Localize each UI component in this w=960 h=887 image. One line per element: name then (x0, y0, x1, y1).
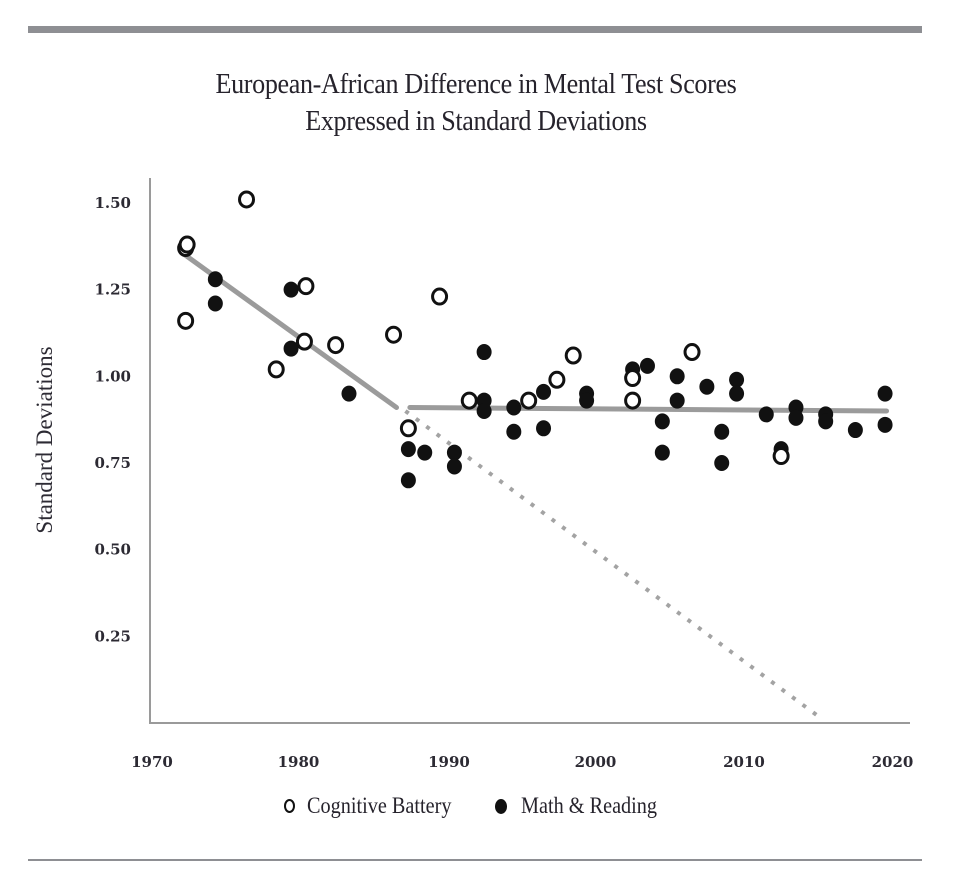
chart-title-line-1: European-African Difference in Mental Te… (215, 68, 737, 100)
math-reading-point (283, 281, 299, 298)
cognitive-battery-point (267, 360, 285, 379)
cognitive-battery-point (624, 391, 642, 410)
math-reading-point (506, 399, 522, 416)
open-circle-icon (284, 799, 296, 813)
cognitive-battery-point (460, 391, 478, 410)
math-reading-point (654, 444, 670, 461)
math-reading-point (758, 406, 774, 423)
y-axis-title: Standard Deviations (32, 346, 57, 533)
cognitive-battery-point (548, 370, 566, 389)
math-reading-point (654, 413, 670, 430)
cognitive-battery-point (772, 447, 790, 466)
chart-subtitle: Expressed in Standard Deviations (305, 105, 647, 137)
cognitive-battery-point (624, 369, 642, 388)
x-tick-label: 1990 (428, 753, 470, 771)
math-reading-point (579, 392, 595, 409)
legend-label: Cognitive Battery (307, 793, 452, 818)
trend-lines (180, 250, 890, 722)
cognitive-battery-point (431, 287, 449, 306)
math-reading-point (207, 295, 223, 312)
cognitive-battery-point (385, 325, 403, 344)
math-reading-point (818, 413, 834, 430)
math-reading-point (341, 385, 357, 402)
math-reading-point (400, 472, 416, 489)
x-tick-labels: 1970 1980 1990 2000 2010 2020 (131, 753, 913, 771)
math-reading-point (729, 371, 745, 388)
x-tick-label: 1970 (131, 753, 173, 771)
cognitive-battery-point (683, 343, 701, 362)
x-tick-label: 2010 (723, 753, 765, 771)
legend-item-math-reading: Math & Reading (495, 793, 676, 819)
cognitive-battery-point (327, 336, 345, 355)
math-reading-point (729, 385, 745, 402)
math-reading-point (283, 340, 299, 357)
math-reading-point (536, 383, 552, 400)
legend-label: Math & Reading (521, 793, 658, 818)
y-tick-labels: 0.25 0.50 0.75 1.00 1.25 1.50 (94, 194, 131, 645)
projected-trend-line (404, 409, 824, 722)
axes (149, 178, 910, 724)
cognitive-battery-point (178, 235, 196, 254)
cognitive-battery-point (177, 311, 195, 330)
chart-title: European-African Difference in Mental Te… (0, 66, 952, 140)
math-reading-point (788, 409, 804, 426)
x-tick-label: 1980 (278, 753, 320, 771)
math-reading-point (536, 420, 552, 437)
math-reading-point (446, 458, 462, 475)
cognitive-battery-point (295, 332, 313, 351)
math-reading-point (400, 441, 416, 458)
legend-item-cognitive-battery: Cognitive Battery (284, 793, 471, 819)
math-reading-point (669, 368, 685, 385)
math-reading-point (714, 423, 730, 440)
math-reading-point (669, 392, 685, 409)
math-reading-point (714, 454, 730, 471)
math-reading-point (699, 378, 715, 395)
math-reading-point (476, 402, 492, 419)
filled-circle-icon (495, 798, 508, 814)
legend: Cognitive Battery Math & Reading (0, 793, 960, 819)
math-reading-point (639, 357, 655, 374)
y-tick-label: 1.50 (94, 194, 131, 212)
cognitive-battery-point (238, 190, 256, 209)
cognitive-battery-point (520, 391, 538, 410)
math-reading-point (417, 444, 433, 461)
math-reading-point (446, 444, 462, 461)
cognitive-battery-point (399, 419, 417, 438)
data-points (177, 190, 893, 489)
math-reading-point (847, 422, 863, 439)
math-reading-point (506, 423, 522, 440)
math-reading-point (877, 385, 893, 402)
y-tick-label: 0.25 (94, 627, 131, 645)
x-tick-label: 2000 (575, 753, 617, 771)
y-tick-label: 1.00 (94, 367, 131, 385)
math-reading-point (877, 416, 893, 433)
y-tick-label: 0.50 (94, 541, 131, 559)
cognitive-battery-point (297, 277, 315, 296)
bottom-rule (28, 859, 922, 861)
y-tick-label: 0.75 (94, 454, 131, 472)
top-rule (28, 26, 922, 33)
y-tick-label: 1.25 (94, 281, 131, 299)
math-reading-point (207, 271, 223, 288)
math-reading-point (476, 344, 492, 361)
x-tick-label: 2020 (872, 753, 914, 771)
cognitive-battery-point (564, 346, 582, 365)
